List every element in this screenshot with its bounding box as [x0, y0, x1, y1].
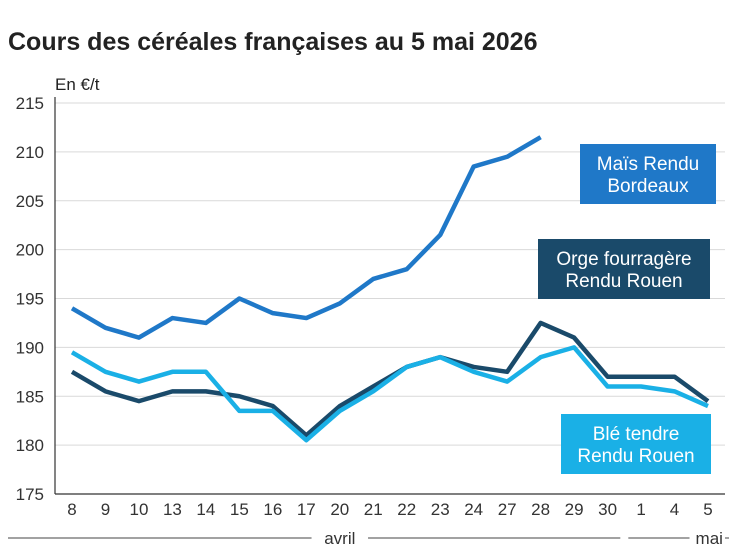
y-tick-label: 205 [16, 192, 44, 211]
series-label-text: Rendu Rouen [577, 446, 694, 467]
series-label-text: Rendu Rouen [565, 271, 682, 292]
series-line [70, 135, 542, 340]
y-tick-label: 200 [16, 241, 44, 260]
x-tick-label: 22 [397, 500, 416, 519]
month-label: mai [696, 529, 723, 548]
series-label-text: Orge fourragère [556, 249, 691, 270]
y-tick-label: 180 [16, 436, 44, 455]
series-label-text: Bordeaux [607, 176, 689, 197]
series-label-box [561, 414, 711, 474]
x-tick-label: 4 [670, 500, 679, 519]
x-tick-label: 17 [297, 500, 316, 519]
x-tick-label: 28 [531, 500, 550, 519]
y-axis-unit-label: En €/t [55, 75, 100, 94]
x-tick-label: 5 [703, 500, 712, 519]
x-tick-label: 15 [230, 500, 249, 519]
x-tick-label: 23 [431, 500, 450, 519]
x-tick-label: 27 [498, 500, 517, 519]
x-tick-label: 21 [364, 500, 383, 519]
y-tick-label: 215 [16, 94, 44, 113]
series-lines [70, 135, 710, 443]
y-tick-label: 185 [16, 387, 44, 406]
chart-title: Cours des céréales françaises au 5 mai 2… [8, 28, 538, 56]
series-label-box [580, 144, 716, 204]
x-axis-ticks: 8 9 10 13 14 15 16 17 20 21 22 23 24 27 28 29 30 1 4 5 [67, 500, 712, 519]
x-tick-label: 16 [263, 500, 282, 519]
y-axis-ticks: 175 180 185 190 195 200 205 210 215 [16, 94, 44, 504]
x-tick-label: 30 [598, 500, 617, 519]
series-label-text: Blé tendre [593, 424, 680, 445]
x-tick-label: 13 [163, 500, 182, 519]
month-labels: avril mai [8, 529, 729, 548]
x-tick-label: 20 [330, 500, 349, 519]
series-line [70, 345, 709, 443]
x-tick-label: 29 [565, 500, 584, 519]
y-tick-label: 210 [16, 143, 44, 162]
y-tick-label: 175 [16, 485, 44, 504]
x-tick-label: 24 [464, 500, 483, 519]
series-label-text: Maïs Rendu [597, 154, 699, 175]
x-tick-label: 8 [67, 500, 76, 519]
month-label: avril [324, 529, 355, 548]
series-label-box [538, 239, 710, 299]
x-tick-label: 10 [129, 500, 148, 519]
x-tick-label: 14 [196, 500, 215, 519]
gridlines [55, 102, 725, 446]
x-tick-label: 1 [636, 500, 645, 519]
y-tick-label: 195 [16, 290, 44, 309]
x-tick-label: 9 [101, 500, 110, 519]
axes [54, 97, 725, 495]
y-tick-label: 190 [16, 338, 44, 357]
